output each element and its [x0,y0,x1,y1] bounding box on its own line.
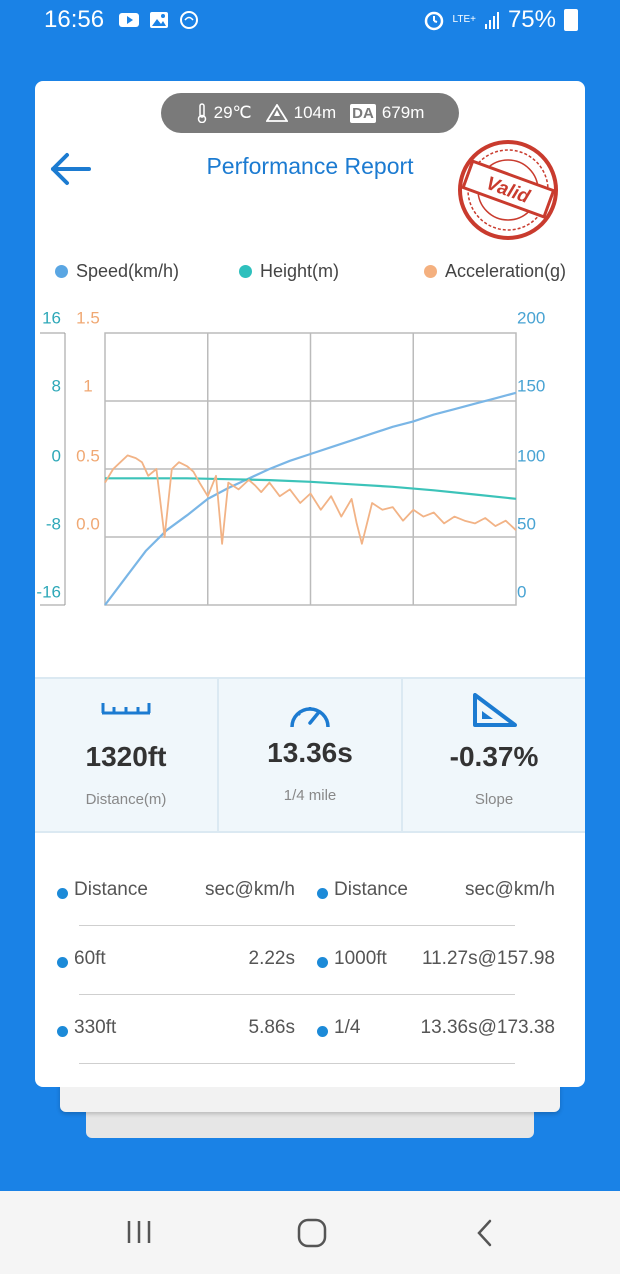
speed-tick-label: 0 [517,582,526,601]
altitude: 104m [293,103,337,122]
stats-panel: 1320ft Distance(m) 13.36s 1/4 mile -0.37… [35,677,585,833]
report-card: 29℃ 104m DA 679m Performance Report Vali… [35,81,585,1087]
recents-icon[interactable] [124,1217,154,1247]
accel-tick-label: 1.5 [76,308,100,327]
time-label: 1/4 mile [283,787,337,804]
legend-speed: Speed(km/h) [55,261,179,282]
legend-dot-speed [55,265,68,278]
stat-slope: -0.37% Slope [403,679,585,831]
split-distance: 60ft [57,948,106,970]
youtube-icon [119,13,139,27]
height-tick-label: -8 [46,514,61,533]
legend-dot-acceleration [424,265,437,278]
speed-tick-label: 150 [517,376,545,395]
series-line-accel [104,454,517,545]
slope-label: Slope [474,791,514,808]
back-icon[interactable] [474,1217,496,1249]
slope-icon [473,693,517,727]
speed-tick-label: 50 [517,514,536,533]
thermometer-icon [197,103,206,123]
series-line-speed [104,391,517,606]
splits-table: Distance sec@km/h Distance sec@km/h 60ft… [55,871,565,1078]
distance-value: 1320ft [85,741,167,772]
height-tick-label: 16 [42,308,61,327]
table-row: 330ft 5.86s 1/4 13.36s@173.38 [55,1009,565,1078]
split-distance: 1000ft [317,948,387,970]
stat-time: 13.36s 1/4 mile [219,679,403,831]
split-result: 11.27s@157.98 [421,948,555,969]
clock: 16:56 [44,6,105,33]
header-distance-left: Distance [57,879,148,901]
page-title: Performance Report [206,153,414,179]
row-divider [79,1063,515,1064]
header-result-right: sec@km/h [464,879,555,900]
legend-height: Height(m) [239,261,339,282]
battery-icon [564,9,578,31]
height-tick-label: 0 [52,446,61,465]
back-arrow-icon[interactable] [47,149,93,189]
splits-header-row: Distance sec@km/h Distance sec@km/h [55,871,565,940]
status-bar: 16:56 LTE+ 75% [0,0,620,42]
speed-tick-label: 200 [517,308,545,327]
height-tick-label: 8 [52,376,61,395]
stat-distance: 1320ft Distance(m) [35,679,219,831]
network-type: LTE+ [452,14,476,25]
battery-level: 75% [507,6,556,33]
chart-legend: Speed(km/h) Height(m) Acceleration(g) [35,261,585,287]
alarm-icon [424,11,443,31]
ruler-icon [101,703,151,715]
accel-tick-label: 1 [83,376,92,395]
signal-icon [484,12,499,29]
split-result: 13.36s@173.38 [420,1017,555,1038]
home-icon[interactable] [296,1217,328,1249]
time-value: 13.36s [267,737,353,768]
mountain-icon [265,104,288,122]
legend-dot-height [239,265,252,278]
split-result: 2.22s [248,948,295,969]
accel-tick-label: 0.5 [76,446,100,465]
gallery-icon [150,12,168,28]
conditions-pill: 29℃ 104m DA 679m [161,93,459,133]
navigation-bar [0,1191,620,1274]
row-divider [79,994,515,995]
speed-tick-label: 100 [517,446,545,465]
speedometer-icon [290,707,330,728]
density-altitude-label: DA [350,103,376,123]
header-result-left: sec@km/h [204,879,295,900]
density-altitude: 679m [381,103,425,122]
temperature: 29℃ [213,103,252,122]
height-tick-label: -16 [36,582,61,601]
table-row: 60ft 2.22s 1000ft 11.27s@157.98 [55,940,565,1009]
accel-tick-label: 0.0 [76,514,100,533]
legend-acceleration: Acceleration(g) [424,261,566,282]
split-distance: 1/4 [317,1017,360,1039]
series-line-height [105,477,517,500]
slope-value: -0.37% [449,741,539,772]
header-distance-right: Distance [317,879,408,901]
sync-icon [180,11,198,29]
performance-chart: 16 8 0 -8 -16 1.5 1 0.5 0.0 200 150 100 50 0 [36,308,545,606]
split-result: 5.86s [248,1017,295,1038]
distance-label: Distance(m) [85,791,167,808]
row-divider [79,925,515,926]
split-distance: 330ft [57,1017,116,1039]
valid-stamp: Valid [458,140,558,240]
